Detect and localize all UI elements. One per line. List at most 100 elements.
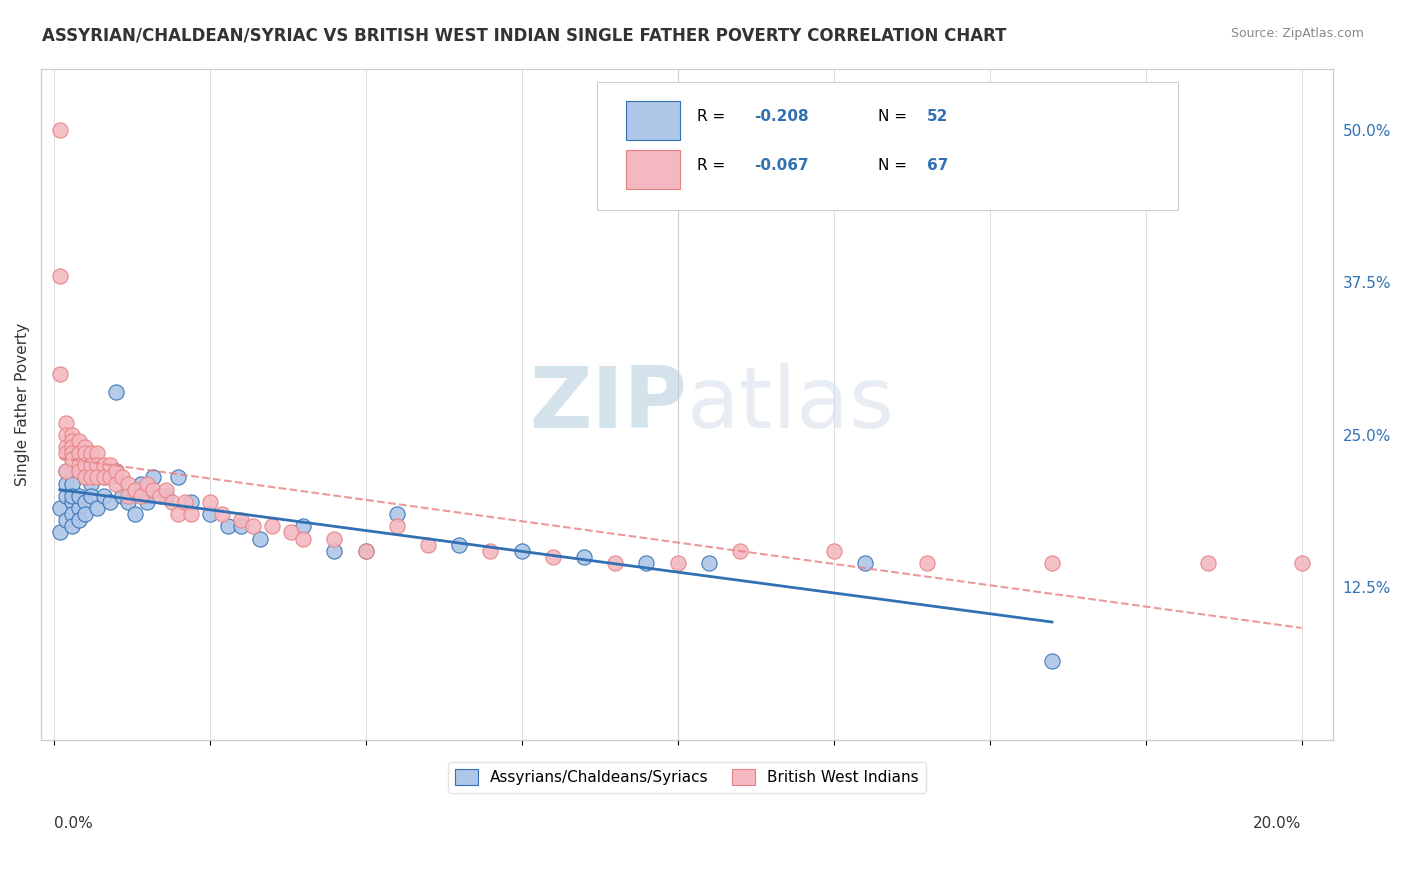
Legend: Assyrians/Chaldeans/Syriacs, British West Indians: Assyrians/Chaldeans/Syriacs, British Wes… — [447, 762, 927, 793]
Point — [198, 507, 221, 521]
Point — [136, 476, 159, 491]
Point — [49, 525, 72, 540]
Point — [55, 476, 77, 491]
Point — [60, 476, 83, 491]
Point — [67, 464, 90, 478]
Point — [86, 501, 108, 516]
Point — [155, 483, 177, 497]
Text: 20.0%: 20.0% — [1253, 815, 1302, 830]
Text: R =: R = — [697, 110, 730, 124]
Point — [60, 427, 83, 442]
Point — [67, 513, 90, 527]
Point — [1040, 654, 1063, 668]
Point — [73, 495, 96, 509]
Point — [67, 501, 90, 516]
Point — [73, 470, 96, 484]
Point — [93, 470, 115, 484]
Point — [666, 556, 689, 570]
Text: atlas: atlas — [688, 363, 896, 446]
Point — [280, 525, 302, 540]
Point — [211, 507, 233, 521]
Point — [160, 495, 183, 509]
Point — [80, 458, 103, 473]
Text: ZIP: ZIP — [529, 363, 688, 446]
Point — [728, 543, 751, 558]
Point — [55, 427, 77, 442]
FancyBboxPatch shape — [626, 150, 681, 189]
Point — [73, 507, 96, 521]
Point — [229, 519, 252, 533]
Point — [915, 556, 938, 570]
Point — [67, 446, 90, 460]
Point — [229, 513, 252, 527]
Point — [60, 489, 83, 503]
Point — [217, 519, 239, 533]
Point — [180, 507, 202, 521]
Point — [60, 440, 83, 454]
Point — [142, 470, 165, 484]
Point — [605, 556, 627, 570]
Point — [149, 489, 172, 503]
Text: -0.208: -0.208 — [754, 110, 808, 124]
Point — [292, 532, 315, 546]
Point — [86, 458, 108, 473]
Point — [73, 446, 96, 460]
Point — [167, 470, 190, 484]
Point — [104, 464, 127, 478]
Point — [1197, 556, 1219, 570]
Point — [80, 470, 103, 484]
FancyBboxPatch shape — [626, 101, 681, 140]
Point — [55, 489, 77, 503]
Point — [136, 495, 159, 509]
Point — [67, 434, 90, 448]
Point — [73, 470, 96, 484]
Point — [155, 489, 177, 503]
Text: 67: 67 — [927, 159, 949, 173]
Point — [173, 495, 195, 509]
Point — [541, 549, 564, 564]
Point — [80, 489, 103, 503]
Point — [104, 385, 127, 400]
Point — [67, 489, 90, 503]
Point — [80, 446, 103, 460]
Point — [242, 519, 264, 533]
Point — [86, 446, 108, 460]
Point — [60, 519, 83, 533]
Point — [124, 507, 146, 521]
Text: R =: R = — [697, 159, 730, 173]
Point — [385, 507, 408, 521]
Point — [104, 464, 127, 478]
Point — [98, 470, 121, 484]
Point — [697, 556, 720, 570]
Point — [55, 446, 77, 460]
Point — [93, 458, 115, 473]
Point — [1291, 556, 1313, 570]
Point — [60, 495, 83, 509]
Point — [260, 519, 283, 533]
Point — [98, 458, 121, 473]
Text: Source: ZipAtlas.com: Source: ZipAtlas.com — [1230, 27, 1364, 40]
Point — [129, 489, 152, 503]
Point — [80, 476, 103, 491]
Point — [416, 538, 439, 552]
Point — [111, 489, 134, 503]
Text: -0.067: -0.067 — [754, 159, 808, 173]
Point — [117, 489, 139, 503]
Text: 0.0%: 0.0% — [53, 815, 93, 830]
Point — [853, 556, 876, 570]
Point — [142, 483, 165, 497]
Point — [124, 483, 146, 497]
Point — [354, 543, 377, 558]
Point — [292, 519, 315, 533]
Y-axis label: Single Father Poverty: Single Father Poverty — [15, 323, 30, 486]
Point — [323, 543, 346, 558]
Text: N =: N = — [879, 159, 912, 173]
Point — [249, 532, 271, 546]
Point — [55, 440, 77, 454]
Point — [198, 495, 221, 509]
Point — [73, 458, 96, 473]
Point — [49, 501, 72, 516]
Point — [86, 458, 108, 473]
Point — [323, 532, 346, 546]
FancyBboxPatch shape — [596, 82, 1178, 210]
